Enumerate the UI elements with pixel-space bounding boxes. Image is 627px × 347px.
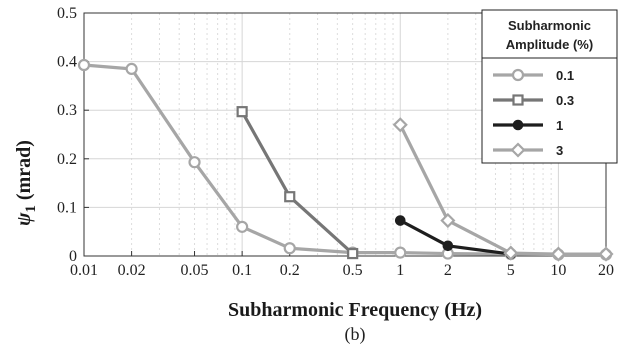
data-point <box>503 245 519 261</box>
legend-swatch-marker <box>511 68 525 82</box>
legend-title-line-1: Subharmonic <box>508 18 591 33</box>
y-axis-label-unit: (mrad) <box>13 140 35 205</box>
data-point <box>284 191 296 203</box>
x-tick-label: 0.05 <box>181 262 209 279</box>
legend-entry-3: 3 <box>493 142 563 158</box>
legend-label: 0.1 <box>556 68 574 83</box>
x-tick-label: 0.2 <box>280 262 300 279</box>
axis-ticks: 0.01 0.02 0.05 0.1 0.2 0.5 1 2 5 10 20 0 0.1 0.2 0.3 0.… <box>57 5 614 279</box>
data-point <box>188 156 201 169</box>
x-axis-label: Subharmonic Frequency (Hz) <box>228 299 482 321</box>
series-0.3 <box>236 106 359 260</box>
legend-swatch-marker <box>510 142 526 158</box>
x-tick-label: 20 <box>598 262 614 279</box>
legend-entry-0.1: 0.1 <box>493 68 574 83</box>
x-tick-label: 0.01 <box>70 262 98 279</box>
data-point <box>394 246 407 259</box>
y-axis-label-subscript: 1 <box>23 205 39 213</box>
y-tick-label: 0 <box>69 248 77 265</box>
y-axis-label: ψ1 (mrad) <box>13 140 39 226</box>
y-tick-label: 0.4 <box>57 54 77 71</box>
legend-swatch-marker <box>512 94 524 106</box>
legend-label: 1 <box>556 118 563 133</box>
legend-entry-1: 1 <box>493 118 563 133</box>
data-point <box>394 215 406 226</box>
legend-label: 3 <box>556 143 563 158</box>
x-tick-label: 5 <box>507 262 515 279</box>
y-axis-label-symbol: ψ <box>13 212 35 226</box>
x-tick-label: 0.02 <box>118 262 146 279</box>
series-line <box>240 110 354 255</box>
data-point <box>125 62 138 75</box>
y-tick-label: 0.2 <box>57 151 77 168</box>
data-point <box>347 247 359 260</box>
x-tick-label: 10 <box>550 262 566 279</box>
data-point <box>598 246 614 262</box>
legend-box <box>481 9 618 164</box>
x-tick-label: 0.1 <box>232 262 252 279</box>
data-point <box>236 106 248 118</box>
y-tick-label: 0.5 <box>57 5 77 22</box>
series-3 <box>392 117 614 262</box>
legend-swatch-marker <box>512 119 524 131</box>
data-point <box>77 58 91 72</box>
y-tick-label: 0.3 <box>57 102 77 119</box>
data-point <box>440 212 456 229</box>
data-point <box>550 246 566 262</box>
x-tick-label: 2 <box>444 262 452 279</box>
data-point <box>392 117 408 133</box>
legend-label: 0.3 <box>556 93 574 108</box>
series-layer <box>77 58 614 262</box>
figure-caption: (b) <box>345 324 366 345</box>
data-point <box>283 242 296 255</box>
legend-title-line-2: Amplitude (%) <box>506 37 593 52</box>
legend: Subharmonic Amplitude (%) 0.1 0.3 1 3 <box>481 9 618 164</box>
legend-entry-0.3: 0.3 <box>493 93 574 108</box>
y-tick-label: 0.1 <box>57 199 77 216</box>
x-tick-label: 1 <box>396 262 404 279</box>
data-point <box>236 220 249 233</box>
data-point <box>442 240 454 252</box>
x-tick-label: 0.5 <box>343 262 363 279</box>
